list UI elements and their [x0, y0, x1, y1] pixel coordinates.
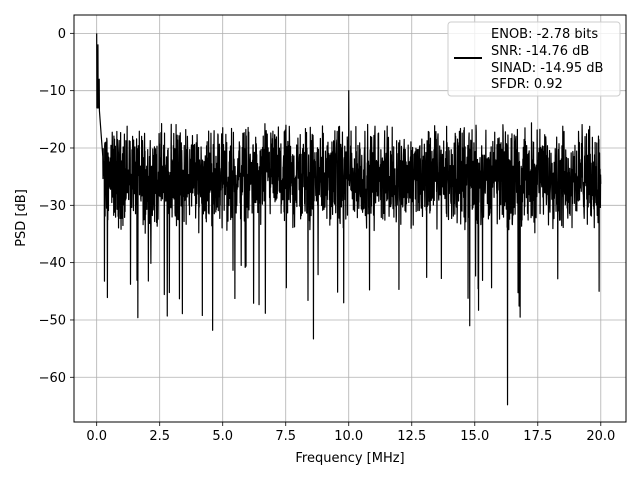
- legend-snr: SNR: -14.76 dB: [491, 44, 589, 59]
- y-tick-label: −40: [39, 256, 66, 271]
- x-tick-label: 20.0: [586, 429, 615, 444]
- y-axis-ticks: 0 −10 −20 −30 −40 −50 −60: [39, 27, 74, 386]
- x-tick-label: 17.5: [523, 429, 552, 444]
- x-axis-label: Frequency [MHz]: [295, 451, 404, 466]
- y-axis-label: PSD [dB]: [14, 189, 29, 247]
- x-tick-label: 15.0: [460, 429, 489, 444]
- psd-line: [96, 33, 602, 406]
- y-tick-label: −60: [39, 371, 66, 386]
- x-tick-label: 2.5: [149, 429, 170, 444]
- x-tick-label: 5.0: [212, 429, 233, 444]
- x-axis-ticks: 0.0 2.5 5.0 7.5 10.0 12.5 15.0 17.5 20.0: [86, 422, 615, 444]
- y-tick-label: 0: [58, 27, 66, 42]
- y-tick-label: −50: [39, 313, 66, 328]
- legend: ENOB: -2.78 bits SNR: -14.76 dB SINAD: -…: [447, 21, 621, 97]
- legend-sfdr: SFDR: 0.92: [491, 77, 563, 92]
- axes-frame: [73, 14, 627, 423]
- x-tick-label: 10.0: [334, 429, 363, 444]
- legend-sinad: SINAD: -14.95 dB: [491, 61, 603, 76]
- x-tick-label: 0.0: [86, 429, 107, 444]
- psd-series: [96, 33, 602, 406]
- x-tick-label: 12.5: [397, 429, 426, 444]
- y-tick-label: −30: [39, 199, 66, 214]
- x-tick-label: 7.5: [275, 429, 296, 444]
- legend-enob: ENOB: -2.78 bits: [491, 27, 598, 42]
- legend-box: [447, 21, 621, 97]
- y-tick-label: −10: [39, 84, 66, 99]
- y-tick-label: −20: [39, 141, 66, 156]
